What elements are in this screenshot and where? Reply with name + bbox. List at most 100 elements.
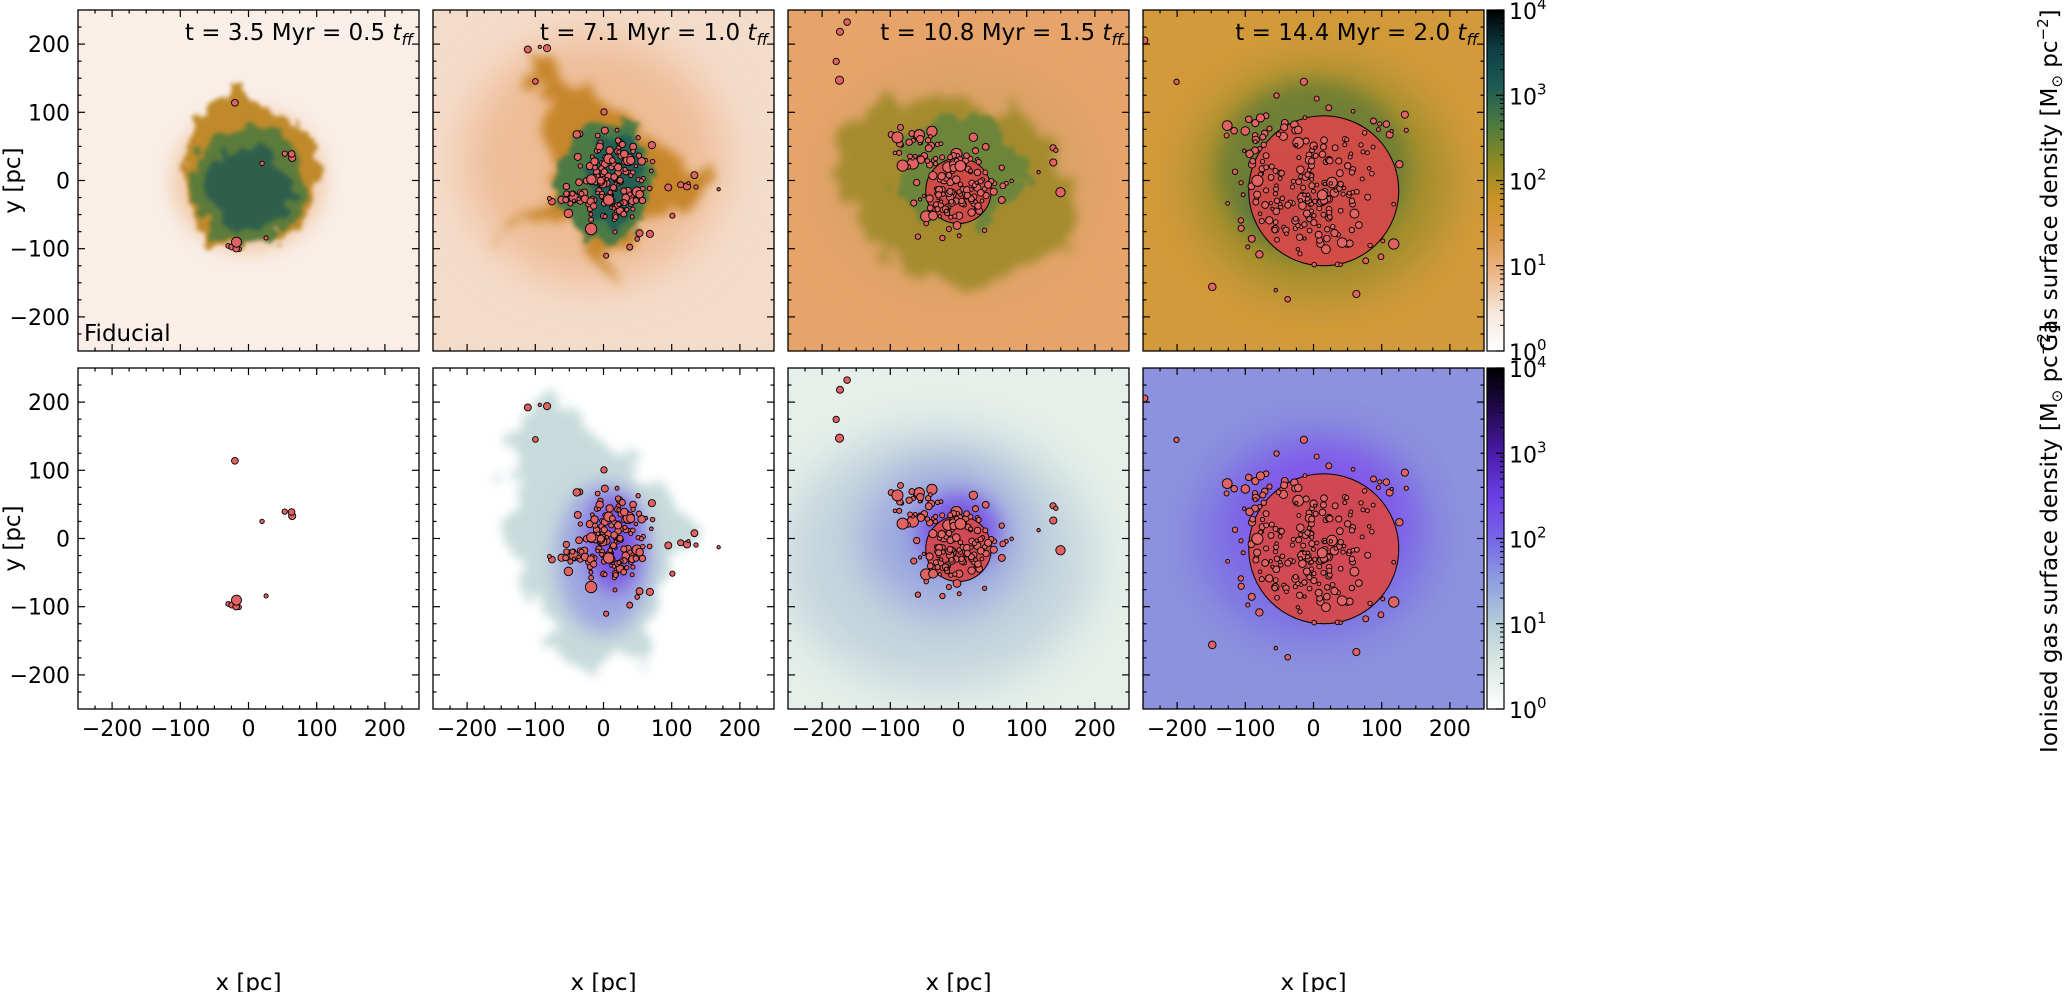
star-particle (1284, 653, 1291, 661)
star-particle (1247, 234, 1256, 243)
star-particle (834, 75, 845, 85)
star-particle (596, 506, 601, 512)
star-particle (630, 564, 636, 570)
star-particle (1342, 142, 1348, 148)
star-particle (1362, 615, 1370, 623)
panel-ionised-col0: −200 −100 0 100 200 y [pc] −200 −100 0 100 200 x [p… (0, 367, 420, 992)
x-tick-label: 100 (296, 717, 338, 742)
star-particle (1240, 484, 1251, 494)
star-particle (596, 148, 601, 154)
star-particle (1230, 485, 1238, 493)
colorbar-tick-label: 103 (1509, 80, 1547, 110)
star-particle (926, 562, 934, 570)
y-tick-label: −200 (10, 664, 70, 689)
star-particle (1268, 559, 1273, 564)
star-particle (576, 554, 581, 560)
star-particle (1389, 128, 1394, 134)
star-particle (1314, 588, 1323, 597)
star-particle (913, 178, 921, 187)
star-particle (610, 531, 618, 539)
star-particle (1316, 581, 1322, 587)
colorbar-label: Ionised gas surface density [M⊙ pc−2] (2034, 324, 2064, 753)
star-particle (611, 205, 617, 211)
star-particle (897, 123, 904, 131)
star-particle (620, 149, 629, 159)
star-particle (562, 196, 569, 204)
star-particle (1237, 217, 1245, 224)
star-particle (600, 126, 609, 135)
star-particle (1173, 436, 1180, 443)
star-particle (937, 530, 946, 539)
star-particle (836, 27, 844, 36)
star-particle (612, 229, 618, 235)
star-particle (569, 190, 576, 197)
x-tick-label: 0 (952, 717, 966, 742)
star-particle (1266, 483, 1273, 490)
star-particle (939, 199, 944, 204)
star-particle (1253, 190, 1262, 199)
star-particle (614, 137, 622, 144)
colorbar-tick-label: 101 (1509, 251, 1547, 281)
star-particle (259, 518, 265, 525)
ionised-map-col2 (788, 368, 1129, 709)
star-particle (613, 163, 623, 172)
star-particle (1337, 180, 1344, 188)
star-particle (952, 221, 962, 230)
star-particle (1311, 213, 1317, 219)
star-particle (907, 511, 913, 518)
star-particle (975, 158, 982, 166)
star-particle (1238, 180, 1244, 186)
star-particle (1391, 201, 1397, 207)
star-particle (1257, 569, 1263, 575)
star-particle (607, 547, 613, 553)
star-particle (1302, 115, 1308, 120)
star-particle (979, 198, 985, 204)
star-particle (1272, 168, 1279, 174)
panel-ionised-col3: −200 −100 0 100 200 x [pc] (1142, 367, 1485, 992)
colorbar-ionised: 100 101 102 103 104 Ionised gas surface densi… (1486, 324, 2064, 753)
star-particle (622, 166, 628, 172)
star-particle (916, 513, 926, 522)
star-particle (537, 402, 542, 407)
star-particle (928, 210, 938, 221)
star-particle (287, 508, 296, 516)
star-particle (648, 168, 654, 174)
star-particle (1278, 528, 1285, 535)
star-particle (1263, 522, 1270, 529)
star-particle (1263, 164, 1270, 171)
star-particle (891, 489, 904, 502)
star-particle (1261, 559, 1269, 567)
star-particle (928, 171, 938, 181)
star-particle (1312, 198, 1318, 204)
star-particle (984, 180, 993, 189)
star-particle (645, 587, 654, 596)
star-particle (599, 193, 605, 200)
star-particle (1298, 556, 1304, 561)
star-particle (1330, 586, 1339, 596)
star-particle (1352, 647, 1361, 657)
star-particle (1320, 136, 1328, 145)
star-particle (1314, 182, 1320, 188)
star-particle (1340, 191, 1346, 197)
star-particle (1295, 536, 1303, 544)
star-particle (1330, 228, 1339, 238)
x-tick-label: −100 (505, 717, 565, 742)
star-particle (1251, 119, 1260, 128)
star-particle (1359, 534, 1365, 540)
star-particle (905, 496, 913, 504)
star-particle (1296, 155, 1302, 161)
star-particle (716, 545, 721, 550)
panel-gas-col0: −200 −100 0 100 200 y [pc] t = 3.5 Myr = 0.5 t… (0, 9, 420, 352)
x-tick-label: 0 (242, 717, 256, 742)
star-particle (1377, 611, 1385, 619)
star-particle (613, 521, 623, 530)
colorbar-label: Gas surface density [M⊙ pc−2] (2034, 9, 2064, 351)
star-particle (1263, 545, 1270, 552)
star-particle (612, 572, 619, 578)
star-particle (1255, 608, 1264, 617)
ionised-map-col0 (78, 368, 419, 709)
star-particle (1312, 556, 1318, 562)
star-particle (1240, 126, 1251, 136)
star-particle (1280, 123, 1289, 132)
star-particles (523, 44, 721, 259)
